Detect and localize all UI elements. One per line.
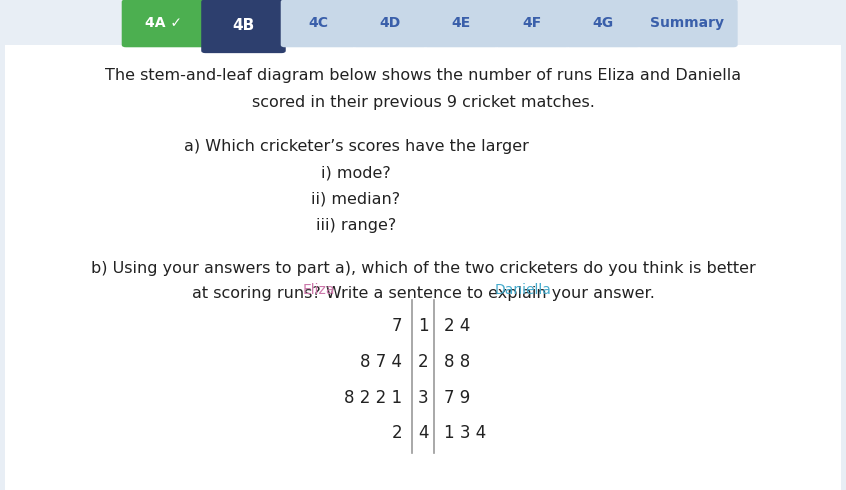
Text: at scoring runs? Write a sentence to explain your answer.: at scoring runs? Write a sentence to exp… (191, 286, 655, 301)
Text: Summary: Summary (650, 16, 724, 30)
Text: 4F: 4F (523, 16, 541, 30)
Text: 4G: 4G (593, 16, 614, 30)
FancyBboxPatch shape (201, 0, 286, 53)
Text: 4C: 4C (309, 16, 329, 30)
Text: Daniella: Daniella (495, 283, 552, 297)
Text: 4B: 4B (233, 18, 255, 33)
Text: 4A ✓: 4A ✓ (146, 16, 183, 30)
Text: 8 8: 8 8 (444, 353, 470, 371)
FancyBboxPatch shape (4, 45, 842, 490)
Text: 1: 1 (418, 318, 428, 336)
FancyBboxPatch shape (352, 0, 428, 47)
FancyBboxPatch shape (281, 0, 357, 47)
Text: a) Which cricketer’s scores have the larger: a) Which cricketer’s scores have the lar… (184, 139, 529, 153)
Text: 7 9: 7 9 (444, 389, 470, 407)
Text: 8 7 4: 8 7 4 (360, 353, 402, 371)
FancyBboxPatch shape (565, 0, 641, 47)
Text: 7: 7 (392, 318, 402, 336)
Text: 1 3 4: 1 3 4 (444, 424, 486, 442)
Text: scored in their previous 9 cricket matches.: scored in their previous 9 cricket match… (251, 95, 595, 110)
Text: 2: 2 (392, 424, 402, 442)
Text: b) Using your answers to part a), which of the two cricketers do you think is be: b) Using your answers to part a), which … (91, 261, 755, 275)
Text: 3: 3 (418, 389, 428, 407)
FancyBboxPatch shape (494, 0, 570, 47)
Text: 4D: 4D (379, 16, 400, 30)
Text: 2 4: 2 4 (444, 318, 470, 336)
Text: 4E: 4E (452, 16, 470, 30)
Text: 2: 2 (418, 353, 428, 371)
Text: i) mode?: i) mode? (321, 166, 391, 180)
Text: The stem-and-leaf diagram below shows the number of runs Eliza and Daniella: The stem-and-leaf diagram below shows th… (105, 68, 741, 83)
Text: ii) median?: ii) median? (311, 191, 401, 206)
Text: Eliza: Eliza (302, 283, 335, 297)
Text: 8 2 2 1: 8 2 2 1 (344, 389, 402, 407)
FancyBboxPatch shape (423, 0, 499, 47)
Text: iii) range?: iii) range? (316, 218, 396, 233)
FancyBboxPatch shape (636, 0, 738, 47)
Text: 4: 4 (418, 424, 428, 442)
FancyBboxPatch shape (122, 0, 206, 47)
